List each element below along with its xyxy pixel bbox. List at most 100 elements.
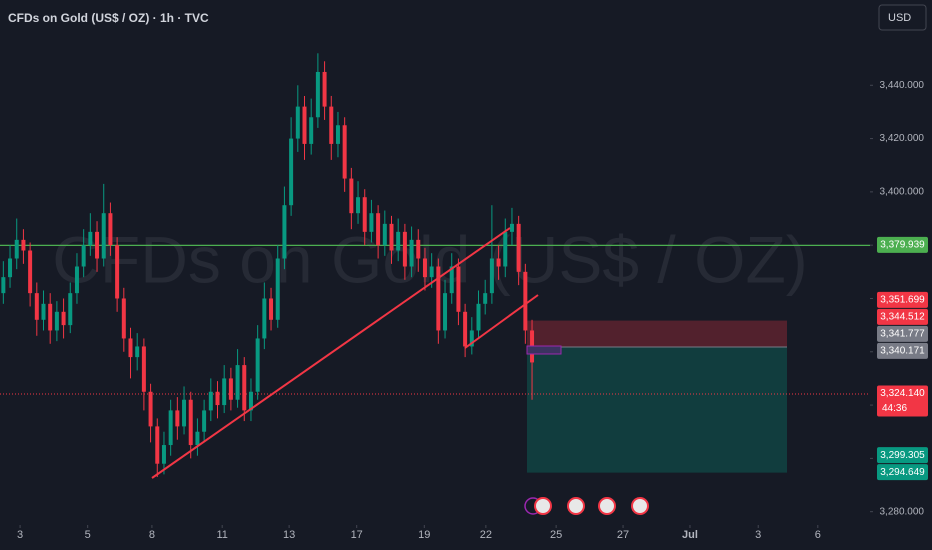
channel-line [464,294,539,349]
x-tick-label: 3 [17,529,23,541]
candle-body [342,125,347,179]
candle-body [54,311,59,331]
x-tick-label: 6 [815,529,821,541]
candle-body [202,410,207,432]
y-tick-label: 3,420.000 [880,133,925,144]
event-icons [524,497,649,515]
candle-body [81,245,86,267]
x-tick-label: 11 [216,529,227,541]
price-label: 3,344.512 [880,311,925,322]
candle-body [275,258,280,320]
currency-button[interactable] [878,4,927,31]
candle-body [88,231,93,246]
candle-body [208,391,213,411]
candle-body [295,106,300,139]
candle-body [429,266,434,278]
marker-box [526,345,562,355]
y-tick-label: 3,400.000 [880,187,925,198]
x-tick-label: 19 [418,529,430,541]
candle-body [195,431,200,446]
candle-body [483,293,488,304]
x-tick-label: 3 [755,529,761,541]
candle-body [315,71,320,118]
event-icon [567,497,585,515]
x-tick-label: 13 [283,529,295,541]
candle-body [242,365,247,411]
x-tick-label: 22 [480,529,492,541]
candle-body [1,277,6,294]
candle-body [269,298,274,320]
price-label-box [877,291,928,308]
price-label: 3,340.171 [880,345,925,356]
candle-body [302,106,307,144]
candle-body [248,391,253,411]
price-label-box [877,236,928,253]
price-label-box [877,325,928,342]
price-label-box [877,308,928,325]
candle-body [335,125,340,144]
candle-body [489,258,494,294]
candle-body [503,231,508,267]
candle-body [369,213,374,232]
x-tick-label: 27 [617,529,629,541]
candle-body [509,223,514,232]
event-icon [631,497,649,515]
price-label: 3,351.699 [880,294,925,305]
candle-body [175,410,180,427]
candle-body [155,426,160,464]
candle-body [523,271,528,331]
candle-body [222,378,227,406]
candle-body [101,213,106,259]
candle-body [21,239,26,251]
candle-body [282,205,287,259]
candle-body [396,231,401,251]
watermark: CFDs on Gold (US$ / OZ) [52,222,808,296]
candle-body [496,258,501,267]
candle-body [108,213,113,246]
price-label: 3,379.939 [880,239,925,250]
price-label-box [877,447,928,464]
candle-body [362,197,367,232]
candle-body [402,231,407,267]
candle-body [235,365,240,400]
countdown: 44:36 [882,403,907,414]
candle-body [476,303,481,331]
candle-body [74,266,79,294]
price-label: 3,324.140 [880,388,925,399]
candle-body [41,303,46,320]
price-label-box [877,342,928,359]
candle-body [289,138,294,206]
candle-body [148,391,153,427]
price-label-box [877,464,928,481]
price-label-box [877,385,928,417]
price-axis: 3,280.0003,300.0003,320.0003,340.0003,36… [17,80,928,541]
candle-body [456,266,461,312]
candle-body [516,223,521,272]
candle-body [349,178,354,214]
candle-body [228,378,233,400]
candle-body [135,346,140,358]
candle-body [48,303,53,331]
candle-body [356,197,361,214]
y-tick-label: 3,280.000 [880,506,925,517]
candle-body [182,399,187,427]
price-label: 3,341.777 [880,328,925,339]
x-tick-label: Jul [682,529,698,541]
candle-body [436,266,441,331]
x-tick-label: 8 [149,529,155,541]
x-tick-label: 25 [550,529,562,541]
candle-body [141,346,146,392]
candle-body [115,245,120,299]
trend-line [151,227,511,479]
price-label: 3,294.649 [880,467,925,478]
candle-body [262,298,267,339]
candle-body [422,258,427,278]
candle-body [61,311,66,326]
candle-body [389,223,394,251]
candle-body [168,410,173,446]
candle-body [469,330,474,347]
y-tick-label: 3,440.000 [880,80,925,91]
candle-body [382,223,387,246]
candle-body [28,250,33,294]
